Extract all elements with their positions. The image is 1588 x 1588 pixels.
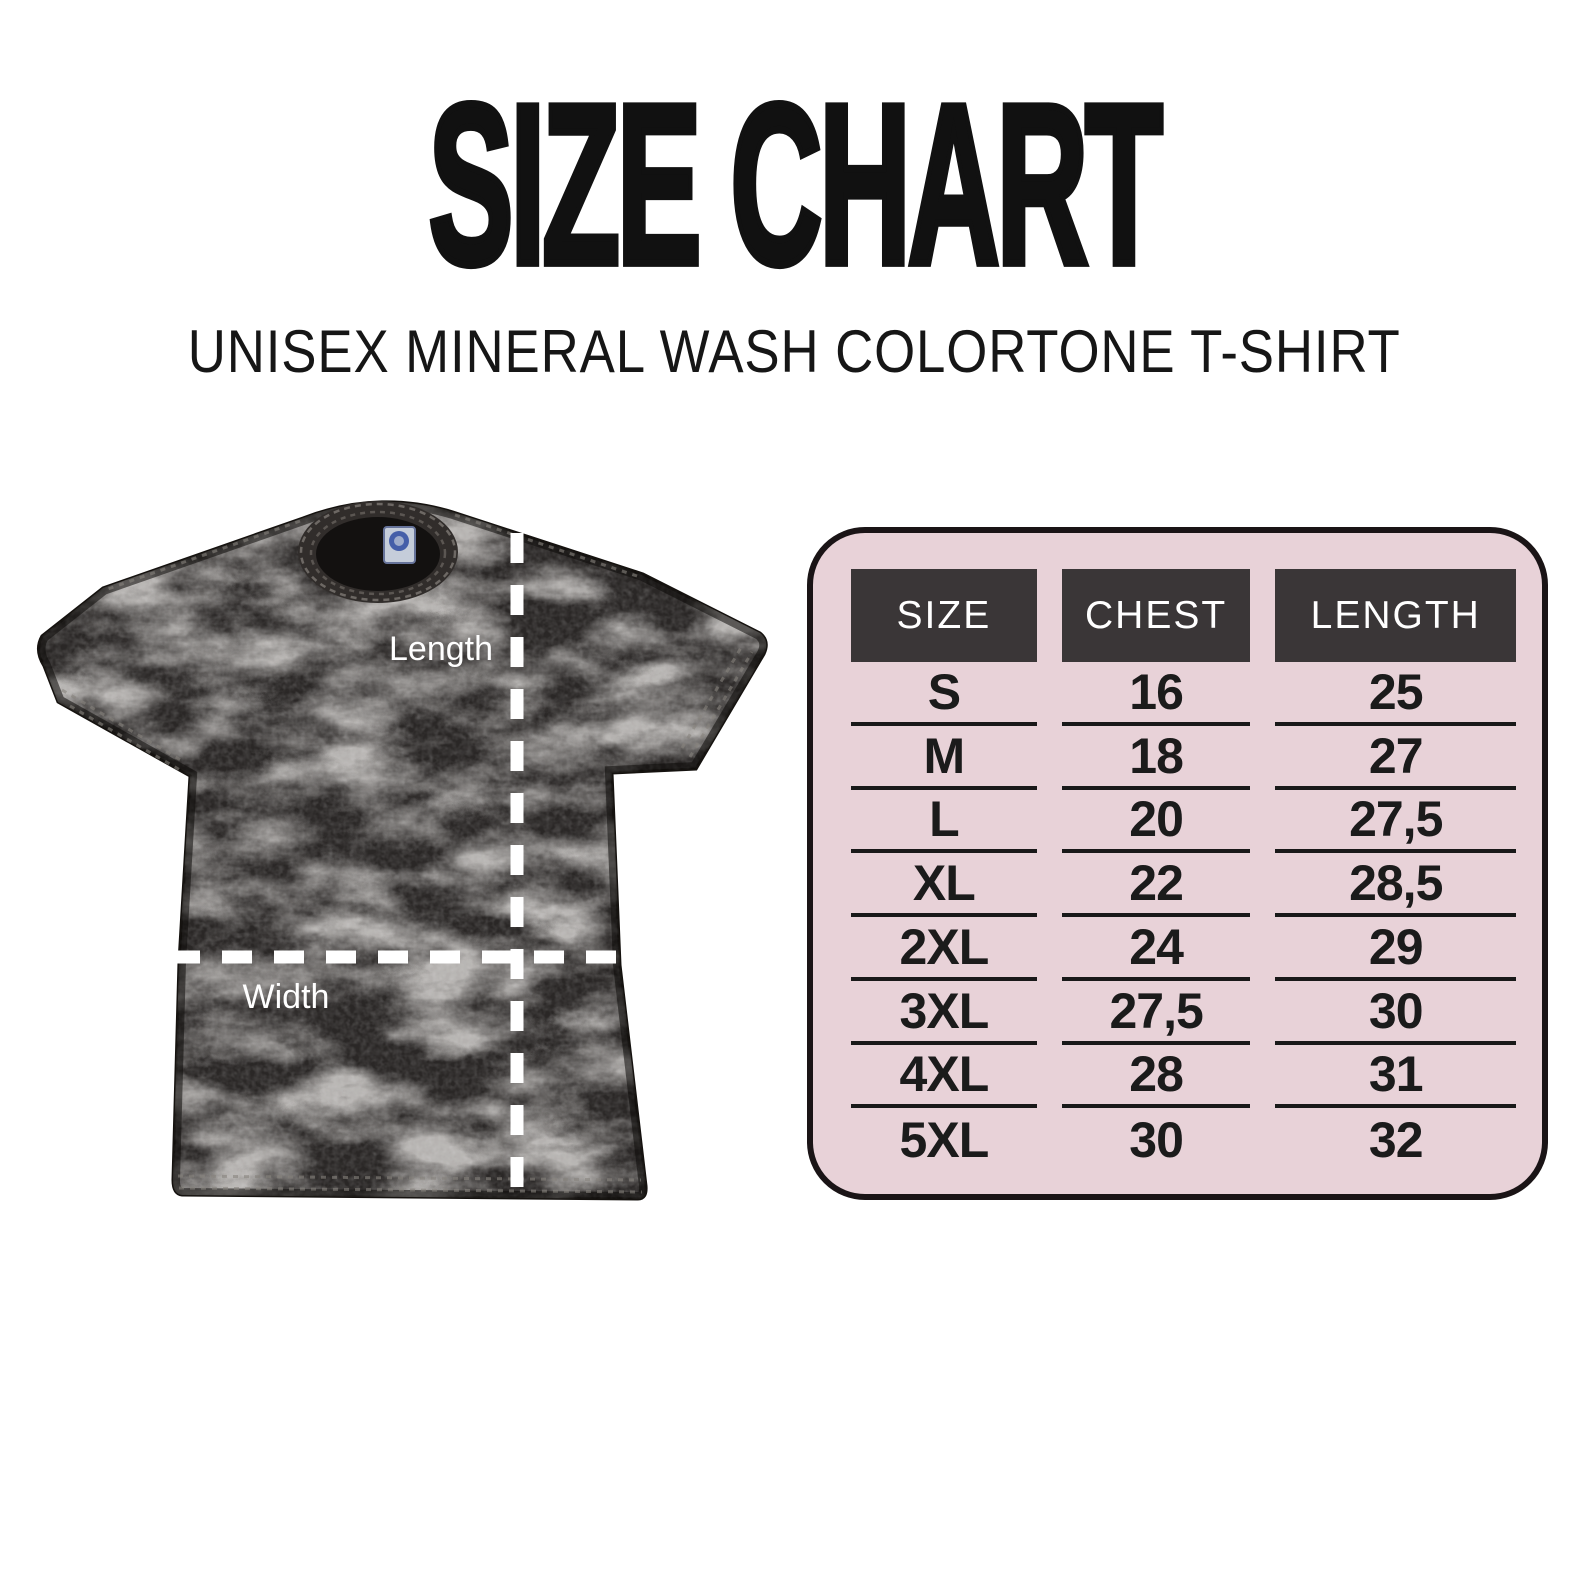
table-cell: 28,5 xyxy=(1275,853,1516,917)
tshirt-collar xyxy=(298,501,458,603)
table-cell: 27,5 xyxy=(1275,790,1516,854)
page-title-row: SIZE CHART xyxy=(0,66,1588,302)
column-header-size: SIZE xyxy=(851,569,1037,662)
table-cell: 16 xyxy=(1061,662,1251,726)
table-cell: 29 xyxy=(1275,917,1516,981)
table-cell: XL xyxy=(851,853,1037,917)
table-cell: 30 xyxy=(1275,981,1516,1045)
table-cell: 18 xyxy=(1061,726,1251,790)
table-cell: 31 xyxy=(1275,1045,1516,1109)
table-cell: M xyxy=(851,726,1037,790)
table-cell: 30 xyxy=(1129,1112,1184,1169)
table-cell: L xyxy=(851,790,1037,854)
page-subtitle: UNISEX MINERAL WASH COLORTONE T-SHIRT xyxy=(187,318,1401,385)
table-cell: 2XL xyxy=(851,917,1037,981)
seam-stitching xyxy=(61,513,754,1194)
table-cell: 27 xyxy=(1275,726,1516,790)
table-cell: 22 xyxy=(1061,853,1251,917)
table-cell: 27,5 xyxy=(1061,981,1251,1045)
table-cell: 32 xyxy=(1368,1112,1424,1169)
table-cell: 4XL xyxy=(851,1045,1037,1109)
table-cell: 20 xyxy=(1061,790,1251,854)
table-cell: 28 xyxy=(1061,1045,1251,1109)
table-cell: 25 xyxy=(1275,662,1516,726)
page-subtitle-row: UNISEX MINERAL WASH COLORTONE T-SHIRT xyxy=(0,322,1588,382)
table-cell: 5XL xyxy=(899,1112,990,1169)
table-cell: 24 xyxy=(1061,917,1251,981)
width-label: Width xyxy=(243,978,330,1016)
column-header-length: LENGTH xyxy=(1275,569,1516,662)
page-title: SIZE CHART xyxy=(426,56,1165,312)
length-label: Length xyxy=(389,630,493,668)
table-cell: S xyxy=(851,662,1037,726)
column-header-chest: CHEST xyxy=(1061,569,1251,662)
table-cell: 3XL xyxy=(851,981,1037,1045)
size-chart-table: SIZE CHEST LENGTH S 16 25 M 18 27 L 20 2… xyxy=(807,527,1548,1200)
